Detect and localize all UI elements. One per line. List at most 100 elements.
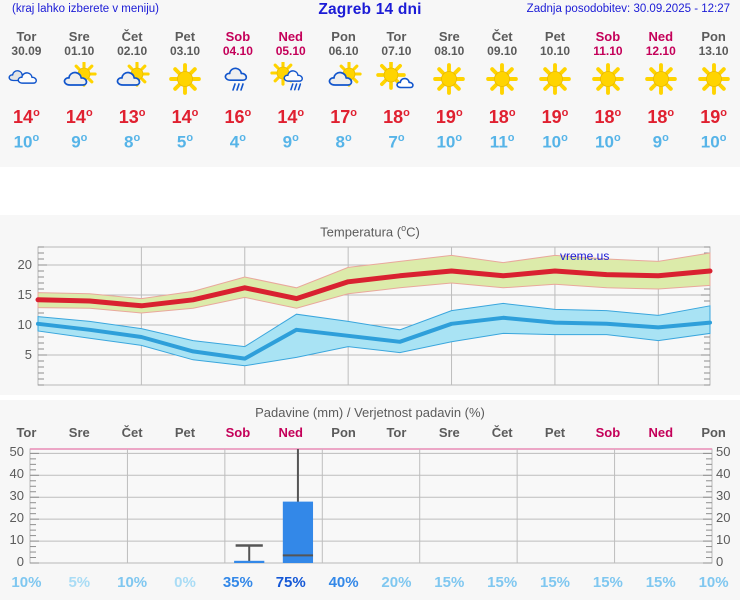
precipitation-probability-value: 10% — [11, 574, 42, 591]
day-of-week-label: Ned — [648, 29, 674, 44]
max-temperature-value: 18o — [383, 107, 410, 127]
max-temperature-value: 13o — [118, 107, 146, 127]
precipitation-y-tick-label-right: 10 — [716, 532, 731, 548]
degree-symbol: o — [133, 132, 141, 144]
page-header: (kraj lahko izberete v meniju) Zagreb 14… — [0, 0, 740, 22]
forecast-day-column[interactable]: Sre 01.10 14o 9o — [53, 22, 106, 167]
max-temperature-value: 14o — [277, 107, 305, 127]
forecast-day-column[interactable]: Sre 08.10 19o 10o — [423, 22, 476, 167]
forecast-day-column[interactable]: Pon 06.10 17o 8o — [317, 22, 370, 167]
day-date-label: 08.10 — [434, 44, 465, 58]
max-temperature-value: 14o — [65, 107, 93, 127]
day-of-week-label: Pon — [701, 29, 726, 44]
degree-symbol: o — [397, 132, 405, 144]
day-of-week-label: Pon — [331, 29, 356, 44]
temperature-chart-panel: Temperatura (oC) vreme.us 5 10 15 20 — [0, 215, 740, 395]
day-date-label: 12.10 — [645, 44, 676, 58]
min-temperature-value: 10o — [542, 132, 568, 152]
precipitation-probability-value: 5% — [68, 574, 91, 591]
min-temperature-value: 5o — [176, 132, 194, 152]
forecast-day-column[interactable]: Pet 03.10 14o 5o — [159, 22, 212, 167]
forecast-day-column[interactable]: Pet 10.10 19o 10o — [529, 22, 582, 167]
degree-superscript: o — [401, 223, 407, 233]
day-date-label: 06.10 — [328, 44, 359, 58]
degree-symbol: o — [244, 107, 252, 119]
watermark-vreme-us: vreme.us — [560, 249, 610, 263]
precipitation-day-label: Sre — [68, 425, 90, 440]
temperature-chart-title-text: Temperatura ( — [320, 224, 402, 240]
precipitation-day-label: Sob — [225, 425, 251, 440]
precipitation-day-label: Pet — [174, 425, 196, 440]
forecast-day-column[interactable]: Tor 07.10 18o 7o — [370, 22, 423, 167]
min-temperature-value: 9o — [71, 132, 88, 152]
degree-symbol: o — [508, 107, 516, 119]
day-date-label: 04.10 — [222, 44, 253, 58]
max-temperature-value: 17o — [330, 107, 357, 127]
day-date-label: 02.10 — [117, 44, 148, 58]
precipitation-probability-row: 10% 5% 10% 0% 35% 75% 40% 20% 15% 15% 15% 15% 15% 10% — [0, 574, 740, 591]
sunny-icon — [163, 60, 207, 100]
max-temperature-value: 14o — [171, 107, 199, 127]
max-temperature-value: 16o — [224, 107, 252, 127]
degree-symbol: o — [455, 107, 463, 119]
partly-sunny-icon — [322, 60, 366, 100]
day-of-week-label: Čet — [491, 29, 513, 44]
precipitation-probability-value: 15% — [434, 574, 465, 591]
day-of-week-label: Ned — [278, 29, 303, 44]
forecast-day-column[interactable]: Tor 30.09 14o 10o — [0, 22, 53, 167]
last-updated-label: Zadnja posodobitev: 30.09.2025 - 12:27 — [526, 3, 730, 15]
precipitation-probability-value: 35% — [222, 574, 253, 591]
temperature-y-tick-label: 15 — [17, 287, 32, 302]
forecast-day-column[interactable]: Čet 02.10 13o 8o — [106, 22, 159, 167]
forecast-strip: Tor 30.09 14o 10o Sre 01.10 14o 9o Čet 02.10 13… — [0, 22, 740, 167]
temperature-chart-svg — [35, 246, 713, 386]
temperature-y-tick-label: 10 — [17, 317, 32, 332]
sunny-icon — [639, 60, 683, 100]
min-temperature-value: 4o — [229, 132, 246, 152]
day-of-week-label: Tor — [386, 29, 407, 44]
day-of-week-label: Sre — [438, 29, 460, 44]
max-temperature-value: 14o — [13, 107, 40, 127]
degree-symbol: o — [614, 107, 622, 119]
temperature-chart-title-unit: C) — [406, 224, 420, 240]
degree-symbol: o — [561, 132, 568, 144]
degree-symbol: o — [297, 107, 305, 119]
min-temperature-value: 11o — [489, 132, 515, 152]
sunny-icon — [480, 60, 524, 100]
precipitation-y-tick-label-left: 30 — [9, 488, 24, 504]
sunny-icon — [427, 60, 471, 100]
min-temperature-value: 7o — [388, 132, 405, 152]
precipitation-day-label: Pon — [701, 425, 726, 440]
precipitation-probability-value: 15% — [487, 574, 518, 591]
chart-gap — [0, 395, 740, 400]
sun-small-cloud-icon — [374, 60, 418, 100]
forecast-day-column[interactable]: Sob 04.10 16o 4o — [211, 22, 264, 167]
precipitation-y-tick-label-right: 20 — [716, 510, 731, 526]
forecast-day-column[interactable]: Čet 09.10 18o 11o — [476, 22, 529, 167]
forecast-day-column[interactable]: Ned 05.10 14o 9o — [264, 22, 317, 167]
day-date-label: 07.10 — [381, 44, 412, 58]
page-title: Zagreb 14 dni — [318, 1, 422, 18]
precipitation-day-label: Sob — [595, 425, 621, 440]
forecast-day-column[interactable]: Ned 12.10 18o 9o — [634, 22, 687, 167]
day-of-week-label: Sob — [595, 29, 621, 44]
precipitation-y-tick-label-left: 0 — [16, 554, 24, 569]
day-of-week-label: Čet — [121, 29, 143, 44]
panel-divider — [0, 167, 740, 215]
precipitation-day-labels: Tor Sre Čet Pet Sob Ned Pon Tor Sre Čet Pet Sob Ned P… — [0, 425, 740, 440]
min-temperature-value: 10o — [700, 132, 727, 152]
max-temperature-value: 19o — [435, 107, 463, 127]
min-temperature-value: 10o — [436, 132, 463, 152]
max-temperature-value: 19o — [700, 107, 727, 127]
degree-symbol: o — [662, 132, 669, 144]
degree-symbol: o — [138, 107, 146, 119]
precipitation-day-label: Pon — [331, 425, 356, 440]
min-temperature-value: 8o — [124, 132, 141, 152]
forecast-day-column[interactable]: Pon 13.10 19o 10o — [687, 22, 740, 167]
precipitation-day-label: Tor — [16, 425, 37, 440]
forecast-day-column[interactable]: Sob 11.10 18o 10o — [581, 22, 634, 167]
day-date-label: 03.10 — [169, 44, 201, 58]
day-of-week-label: Pet — [544, 29, 566, 44]
day-of-week-label: Pet — [174, 29, 196, 44]
degree-symbol: o — [719, 132, 727, 144]
